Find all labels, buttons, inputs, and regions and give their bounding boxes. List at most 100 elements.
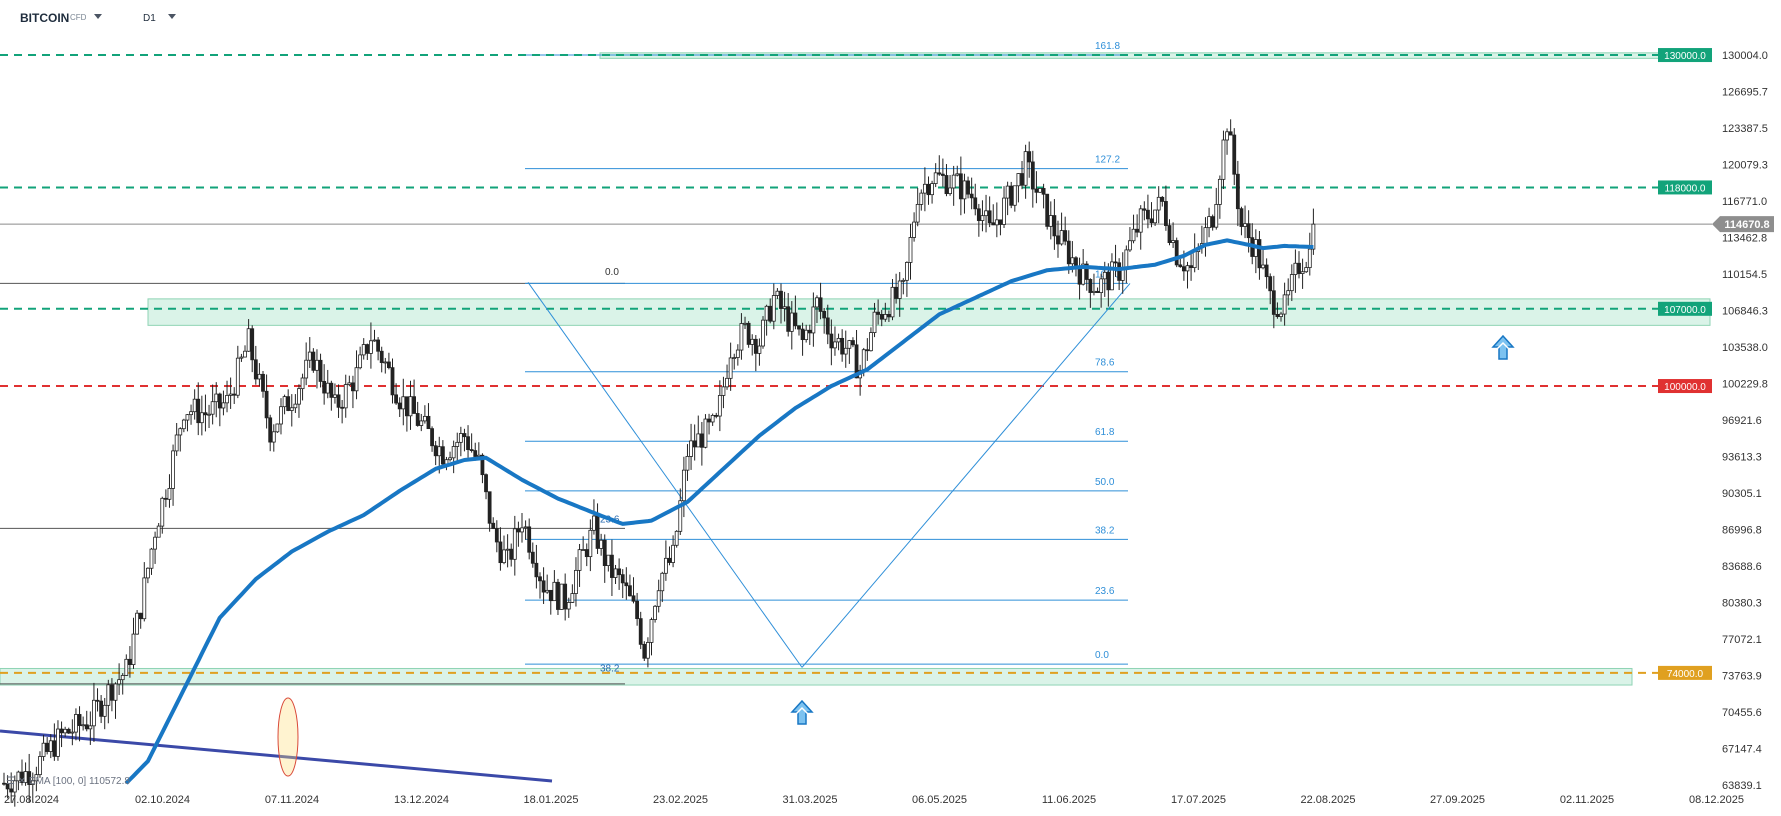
candle-body [998,219,1003,225]
candle-body [347,382,352,385]
candle-body [1164,201,1168,226]
date-tick-label: 27.08.2024 [4,794,59,806]
candle-body [948,187,952,195]
candle-body [689,440,693,457]
price-level-tag-label: 74000.0 [1667,669,1704,680]
candle-body [869,332,873,352]
candle-body [397,402,402,410]
candle-body [879,314,884,320]
candle-body [502,549,506,564]
candle-body [746,322,751,345]
candle-body [203,412,208,416]
candle-body [1041,188,1046,195]
candle-body [174,434,179,452]
candle-body [825,317,830,335]
fib-level-label: 127.2 [1095,155,1120,166]
candle-body [1131,228,1136,242]
candle-body [437,446,442,457]
chevron-down-icon[interactable] [168,14,176,19]
candle-body [671,544,675,563]
candle-body [743,322,747,325]
fib-level-label: 23.6 [1095,586,1115,597]
date-tick-label: 07.11.2024 [265,794,319,806]
instrument-type-label: CFD [70,13,87,22]
candle-body [563,583,568,610]
candle-body [379,350,384,363]
candle-body [1235,173,1240,210]
candle-body [642,643,647,659]
candle-body [534,562,539,578]
candle-body [887,314,891,318]
candle-body [1009,185,1014,206]
date-tick-label: 18.01.2025 [523,794,578,806]
candle-body [973,197,978,210]
candle-body [56,728,60,757]
candle-body [1142,208,1147,211]
fib-level-label: 78.6 [1095,358,1115,369]
candle-body [1189,265,1193,269]
candle-body [430,428,434,447]
candle-body [1059,230,1064,245]
candle-body [1128,240,1132,251]
candle-body [1117,262,1122,281]
candle-body [782,306,787,309]
price-level-tag [1658,180,1712,195]
candle-body [304,359,309,379]
candle-body [541,580,546,593]
candle-body [667,557,672,563]
candle-body [145,567,150,579]
candle-body [9,788,14,793]
candle-body [649,619,654,643]
candle-body [635,600,640,620]
candle-body [12,780,17,793]
chevron-down-icon[interactable] [94,14,102,19]
candle-body [1070,257,1075,265]
candle-body [951,174,956,189]
candle-body [1045,193,1050,227]
candle-body [322,381,327,394]
candle-body [962,180,967,200]
candle-body [1146,209,1150,220]
candle-body [1300,271,1305,274]
candle-body [624,582,629,587]
trend-line [0,729,553,783]
candle-body [851,340,855,346]
candle-body [1135,228,1140,233]
fib-level-label: 61.8 [1095,427,1115,438]
candle-body [1279,313,1283,317]
price-level-tag [1658,301,1712,316]
symbol-label[interactable]: BITCOIN [20,11,70,25]
candle-body [38,756,42,776]
candle-body [714,414,719,417]
candle-body [1181,266,1186,272]
candle-body [419,420,424,426]
candle-body [872,311,877,333]
timeframe-selector[interactable]: D1 [143,13,156,24]
candle-body [1020,173,1024,186]
candle-body [484,474,488,493]
price-tick-label: 67147.4 [1722,743,1762,755]
candle-body [739,323,744,351]
candle-body [102,704,107,717]
candle-body [1030,161,1035,190]
candle-body [771,295,776,322]
candle-body [113,683,118,701]
candle-body [243,350,247,358]
candle-body [1016,173,1021,187]
candle-body [1217,178,1222,205]
candle-body [297,388,301,405]
ema-legend[interactable]: ☰ ✕ EMA [100, 0] 110572.8 [6,776,130,787]
menu-icon[interactable]: ☰ ✕ [6,776,29,787]
candle-body [976,208,981,221]
candle-body [246,328,251,352]
candle-body [1289,274,1294,292]
candle-body [232,393,237,396]
candle-body [987,210,992,224]
candle-body [142,577,147,620]
candle-body [732,357,737,359]
candle-body [261,373,265,392]
candle-body [88,725,93,730]
price-tick-label: 126695.7 [1722,87,1768,99]
candle-body [412,396,416,414]
